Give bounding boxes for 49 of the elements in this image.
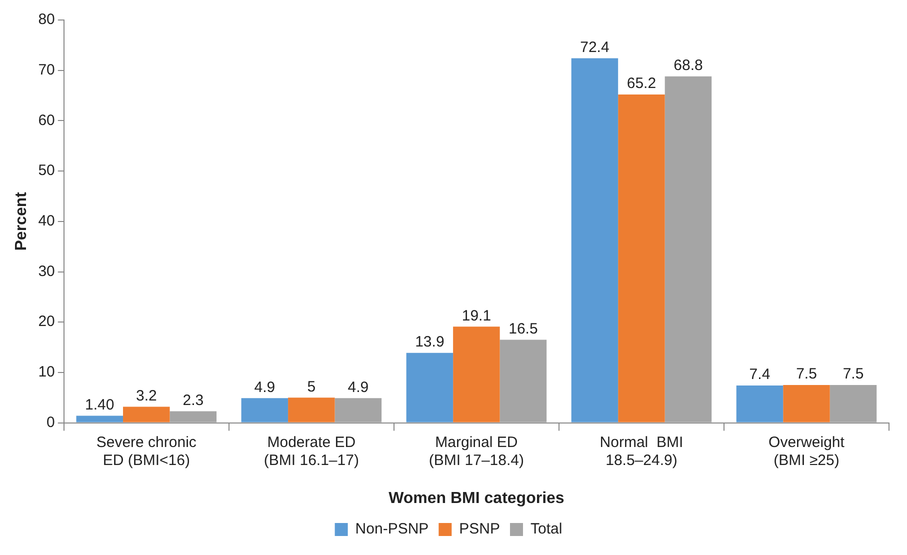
x-tick-label: Overweight (BMI ≥25) <box>768 434 846 469</box>
x-tick-label: Marginal ED (BMI 17–18.4) <box>428 434 524 469</box>
bar <box>618 94 665 422</box>
y-tick-label: 50 <box>38 162 55 180</box>
data-label: 4.9 <box>254 378 276 396</box>
bar <box>288 398 335 422</box>
y-tick-label: 40 <box>38 212 55 230</box>
legend-label: Non-PSNP <box>355 520 429 538</box>
data-label: 65.2 <box>626 75 656 92</box>
data-label: 72.4 <box>580 38 610 56</box>
data-label: 7.5 <box>842 366 864 383</box>
bar <box>500 340 547 422</box>
bar <box>453 326 500 422</box>
y-tick-label: 80 <box>38 11 55 28</box>
bar <box>664 76 712 422</box>
bar <box>571 58 618 422</box>
y-tick-label: 70 <box>38 61 55 78</box>
y-tick-label: 10 <box>38 364 55 381</box>
data-label: 13.9 <box>415 333 444 350</box>
data-label: 2.3 <box>182 392 204 409</box>
y-tick-label: 60 <box>38 112 55 129</box>
legend-label: PSNP <box>459 520 500 538</box>
x-tick-label: Moderate ED (BMI 16.1–17) <box>264 434 359 469</box>
y-tick-label: 0 <box>46 414 55 431</box>
bar <box>241 398 288 422</box>
y-tick-label: 30 <box>38 262 55 280</box>
y-tick-label: 20 <box>38 313 55 330</box>
data-label: 3.2 <box>136 387 157 404</box>
data-label: 16.5 <box>508 320 538 338</box>
data-label: 4.9 <box>348 378 369 396</box>
bar <box>783 385 830 422</box>
bar <box>830 385 877 422</box>
x-tick-label: Normal BMI 18.5–24.9) <box>600 434 684 469</box>
data-label: 5 <box>307 378 316 396</box>
bar <box>406 352 454 422</box>
data-label: 1.40 <box>85 396 114 414</box>
bar <box>736 386 784 422</box>
y-axis-title: Percent <box>13 191 30 251</box>
bar <box>123 406 170 422</box>
data-label: 19.1 <box>462 307 492 324</box>
x-axis-title: Women BMI categories <box>388 490 564 507</box>
data-label: 7.5 <box>796 366 817 383</box>
bar <box>76 416 124 422</box>
data-label: 68.8 <box>674 57 703 74</box>
bar <box>334 398 382 422</box>
x-tick-label: Severe chronic ED (BMI<16) <box>96 434 197 469</box>
legend-label: Total <box>530 520 562 538</box>
data-label: 7.4 <box>749 366 770 384</box>
bar <box>170 411 217 422</box>
